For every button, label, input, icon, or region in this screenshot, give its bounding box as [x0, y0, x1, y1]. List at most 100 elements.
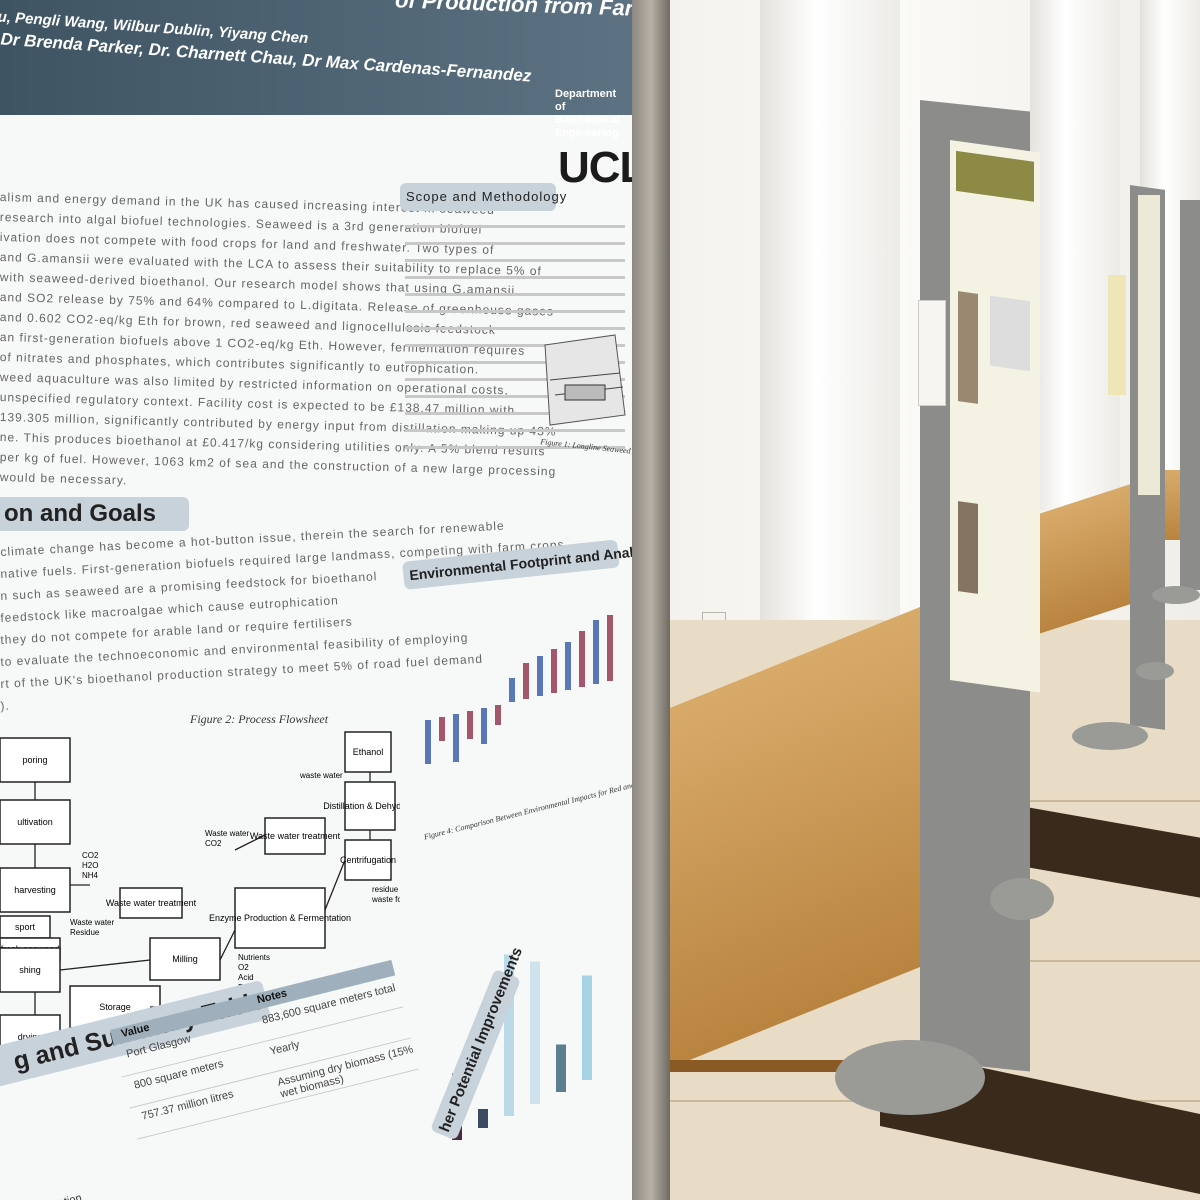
scope-text-line — [405, 225, 625, 228]
flow-box: Milling — [149, 937, 221, 981]
chart-bar — [582, 975, 592, 1080]
flow-box: Centrifugation — [340, 839, 396, 881]
flow-label: CO2 — [205, 839, 222, 848]
chart-bar — [579, 631, 585, 687]
flow-label: O2 — [238, 963, 249, 972]
flow-box-label: Centrifugation — [340, 855, 396, 865]
chart-bar — [523, 663, 529, 699]
wall-pillar — [760, 0, 900, 720]
flow-box-label: shing — [19, 965, 41, 975]
background-poster — [950, 140, 1040, 693]
department-name: Department of Biochemical Engineering — [555, 88, 620, 139]
flow-arrow — [234, 834, 266, 851]
environmental-impact-chart — [425, 615, 613, 764]
flow-arrow — [59, 959, 151, 971]
stand-base — [1152, 586, 1200, 604]
chart-bar — [593, 620, 599, 684]
chart-bar — [453, 714, 459, 762]
background-poster — [1138, 195, 1160, 495]
flow-box: shing — [0, 947, 61, 993]
chart-bar — [504, 954, 514, 1116]
chart-bar — [530, 961, 540, 1104]
scope-text-line — [405, 259, 625, 262]
scope-text-line — [405, 276, 625, 279]
flow-label: CO2 — [82, 851, 99, 860]
chart-bar — [495, 705, 501, 725]
chart-bar — [467, 711, 473, 739]
scope-text-line — [405, 378, 625, 381]
table-cell: ication — [49, 1192, 83, 1200]
background-notice — [1108, 275, 1126, 395]
paragraph-line: ). — [0, 698, 11, 713]
chart-bar — [439, 717, 445, 741]
figure-caption: Figure 2: Process Flowsheet — [190, 712, 329, 726]
scope-text-line — [405, 412, 625, 415]
flow-label: Waste water — [205, 829, 249, 838]
longline-cultivation-diagram — [544, 334, 626, 426]
flow-box-label: poring — [22, 755, 47, 765]
chart-bar — [509, 678, 515, 702]
stand-base — [990, 878, 1054, 920]
scope-text-line — [405, 446, 625, 449]
chart-bar — [607, 615, 613, 681]
chart-bar — [537, 656, 543, 696]
flow-box: sport — [0, 915, 51, 939]
section-heading-goals: on and Goals — [0, 497, 189, 531]
poster-header: of Production from Farmed Seaweed Liu, C… — [0, 0, 650, 139]
flow-arrow — [324, 859, 346, 911]
scope-text-line — [405, 361, 625, 364]
scope-text-line — [405, 395, 625, 398]
research-poster: of Production from Farmed Seaweed Liu, C… — [0, 0, 650, 1200]
section-heading-scope: Scope and Methodology — [400, 183, 566, 211]
flow-box-label: Waste water treatment — [250, 831, 341, 841]
flow-label: H2O — [82, 861, 98, 870]
flow-label: Acid — [238, 973, 254, 982]
scope-text-line — [405, 429, 625, 432]
stand-base — [835, 1040, 985, 1115]
flow-label: waste food — [371, 895, 400, 904]
flow-box: Waste water treatment — [250, 817, 341, 855]
flow-box: poring — [0, 737, 71, 783]
flow-box-label: Ethanol — [353, 747, 384, 757]
flow-label: NH4 — [82, 871, 99, 880]
flow-box-label: Distillation & Dehydrate — [323, 801, 400, 811]
poster-title: of Production from Farmed Seaweed — [394, 0, 650, 26]
flow-label: Waste water — [70, 918, 114, 927]
scope-text-line — [405, 344, 625, 347]
scope-text-line — [405, 327, 625, 330]
scope-text-line — [405, 310, 625, 313]
bench-edge — [665, 1060, 875, 1072]
flow-box: Distillation & Dehydrate — [323, 781, 400, 831]
wall-pillar — [1030, 0, 1120, 510]
flow-label: Nutrients — [238, 953, 270, 962]
poster-board-edge — [632, 0, 670, 1200]
flow-box-label: sport — [15, 922, 36, 932]
flow-box: ultivation — [0, 799, 71, 845]
scope-text-line — [405, 293, 625, 296]
flow-box: Ethanol — [344, 731, 392, 773]
flow-box-label: Storage — [99, 1002, 131, 1012]
stand-base — [1136, 662, 1174, 680]
flow-box-label: harvesting — [14, 885, 56, 895]
flow-box-label: Waste water treatment — [106, 898, 197, 908]
flow-box-label: Enzyme Production & Fermentation — [209, 913, 351, 923]
flow-box: Waste water treatment — [106, 887, 197, 919]
chart-bar — [481, 708, 487, 744]
chart-bar — [425, 720, 431, 764]
chart-bar — [556, 1044, 566, 1092]
flow-label: waste water — [299, 771, 343, 780]
flow-label: residue — [372, 885, 399, 894]
chart-bar — [478, 1109, 488, 1128]
flow-box: Enzyme Production & Fermentation — [209, 887, 351, 949]
chart-bar — [551, 649, 557, 693]
flow-arrow — [219, 929, 236, 961]
flow-box: harvesting — [0, 867, 71, 913]
stand-base — [1072, 722, 1148, 750]
flow-label: Residue — [70, 928, 100, 937]
paragraph-line: would be necessary. — [0, 470, 128, 488]
flow-box-label: Milling — [172, 954, 198, 964]
background-notice — [918, 300, 946, 406]
ucl-logo: UCL — [558, 143, 646, 192]
poster-board-grey — [1180, 200, 1200, 590]
